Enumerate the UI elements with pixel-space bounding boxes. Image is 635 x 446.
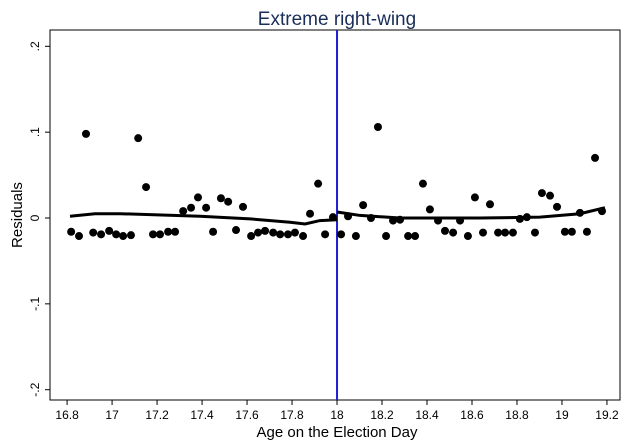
point <box>105 226 114 235</box>
point <box>75 232 84 241</box>
point <box>530 228 539 237</box>
point <box>591 153 600 162</box>
x-axis-label: Age on the Election Day <box>257 424 418 441</box>
point <box>560 227 569 236</box>
point <box>328 213 337 222</box>
y-tick-label: 0 <box>28 214 42 221</box>
point <box>522 213 531 222</box>
x-tick-label: 18.6 <box>460 408 484 422</box>
point <box>155 230 164 239</box>
point <box>440 226 449 235</box>
point <box>81 129 90 138</box>
point <box>97 230 106 239</box>
point <box>164 227 173 236</box>
point <box>134 134 143 143</box>
point <box>404 232 413 241</box>
point <box>119 232 128 241</box>
y-axis-label: Residuals <box>9 182 26 248</box>
point <box>112 230 121 239</box>
point <box>456 216 465 225</box>
point <box>299 232 308 241</box>
x-tick-label: 17.2 <box>145 408 169 422</box>
point <box>567 227 576 236</box>
point <box>187 203 196 212</box>
point <box>290 228 299 237</box>
x-tick-label: 17.8 <box>280 408 304 422</box>
point <box>261 226 270 235</box>
point <box>449 228 458 237</box>
fit-line <box>69 212 338 226</box>
point <box>283 230 292 239</box>
x-tick-label: 18 <box>330 408 344 422</box>
point <box>425 205 434 214</box>
point <box>598 207 607 216</box>
point <box>216 194 225 203</box>
x-tick-label: 18.8 <box>505 408 529 422</box>
point <box>149 230 158 239</box>
point <box>344 212 353 221</box>
x-tick-label: 17 <box>105 408 119 422</box>
y-tick-label: .1 <box>28 127 42 137</box>
point <box>202 203 211 212</box>
point <box>321 230 330 239</box>
point <box>126 231 135 240</box>
point <box>373 123 382 132</box>
point <box>179 207 188 216</box>
point <box>194 193 203 202</box>
point <box>463 232 472 241</box>
x-tick-label: 18.2 <box>370 408 394 422</box>
point <box>276 230 285 239</box>
x-tick-label: 19 <box>555 408 569 422</box>
point <box>508 228 517 237</box>
x-tick-label: 17.4 <box>190 408 214 422</box>
y-tick-label: -.2 <box>28 382 42 396</box>
point <box>470 193 479 202</box>
x-tick-label: 17.6 <box>235 408 259 422</box>
point <box>67 227 76 236</box>
point <box>269 228 278 237</box>
point <box>501 228 510 237</box>
point <box>434 216 443 225</box>
y-tick-label: .2 <box>28 41 42 51</box>
point <box>575 208 584 217</box>
point <box>209 227 218 236</box>
point <box>254 228 263 237</box>
point <box>537 189 546 198</box>
point <box>247 232 256 241</box>
point <box>396 215 405 224</box>
point <box>366 214 375 223</box>
point <box>238 202 247 211</box>
point <box>546 191 555 200</box>
point <box>494 228 503 237</box>
x-tick-label: 19.2 <box>595 408 619 422</box>
x-tick-label: 16.8 <box>55 408 79 422</box>
point <box>337 230 346 239</box>
point <box>306 209 315 218</box>
point <box>171 227 180 236</box>
point <box>89 228 98 237</box>
point <box>232 226 241 235</box>
point <box>382 232 391 241</box>
x-tick-label: 18.4 <box>415 408 439 422</box>
point <box>359 201 368 210</box>
point <box>485 200 494 209</box>
y-tick-label: -.1 <box>28 297 42 311</box>
point <box>479 228 488 237</box>
chart-title: Extreme right-wing <box>258 9 416 30</box>
point <box>142 183 151 192</box>
point <box>224 197 233 206</box>
point <box>582 227 591 236</box>
point <box>418 179 427 188</box>
point <box>515 214 524 223</box>
point <box>411 232 420 241</box>
point <box>351 232 360 241</box>
point <box>314 179 323 188</box>
point <box>389 216 398 225</box>
point <box>553 202 562 211</box>
